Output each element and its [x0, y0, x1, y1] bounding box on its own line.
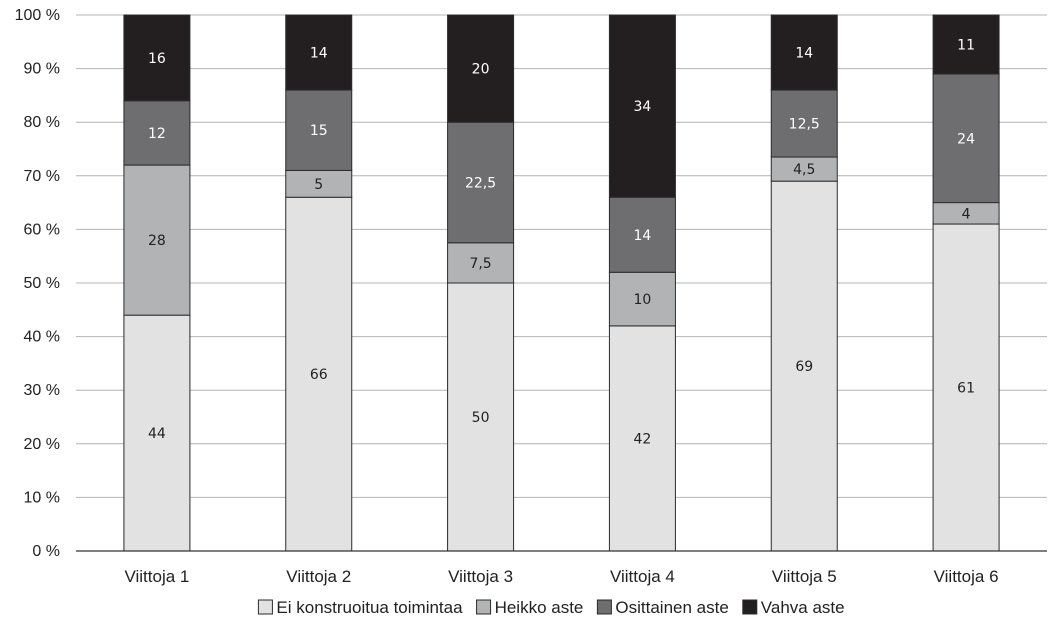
bar-segment-vahva-aste: [932, 14, 1000, 75]
legend-item-osittainen-aste: Osittainen aste: [596, 598, 729, 617]
legend-item-vahva-aste: Vahva aste: [742, 598, 845, 617]
bar-segment-osittainen-aste: [123, 100, 191, 166]
data-label: 22,5: [465, 176, 496, 192]
bar-stack-viittoja-3: 50 7,5 22,5 20: [447, 14, 515, 552]
data-label: 4,5: [793, 162, 815, 178]
x-tick-label: Viittoja 1: [124, 567, 189, 586]
y-tick-label: 50 %: [24, 275, 60, 292]
legend-item-heikko-aste: Heikko aste: [476, 598, 584, 617]
legend-label: Heikko aste: [495, 598, 584, 617]
x-tick-label: Viittoja 2: [286, 567, 351, 586]
data-label: 66: [310, 367, 328, 383]
y-tick-label: 10 %: [24, 489, 60, 506]
y-tick-label: 90 %: [24, 61, 60, 78]
data-label: 14: [795, 46, 813, 62]
y-tick-label: 40 %: [24, 329, 60, 346]
y-tick-label: 100 %: [15, 7, 60, 24]
legend-swatch: [596, 599, 612, 615]
data-label: 14: [310, 46, 328, 62]
gridlines: [76, 14, 1047, 498]
y-tick-label: 80 %: [24, 114, 60, 131]
bar-segment-ei-konstruoitua-toimintaa: [770, 180, 838, 552]
bar-segment-osittainen-aste: [447, 121, 515, 244]
x-axis-tick-labels: Viittoja 1 Viittoja 2 Viittoja 3 Viittoja 4…: [124, 567, 998, 586]
bar-segment-ei-konstruoitua-toimintaa: [447, 282, 515, 552]
y-tick-label: 70 %: [24, 168, 60, 185]
legend-swatch: [476, 599, 492, 615]
data-label: 50: [472, 410, 490, 426]
bar-segment-heikko-aste: [123, 164, 191, 316]
bar-segment-vahva-aste: [608, 14, 676, 198]
x-tick-label: Viittoja 4: [610, 567, 675, 586]
y-tick-label: 20 %: [24, 436, 60, 453]
x-tick-label: Viittoja 3: [448, 567, 513, 586]
bar-segment-osittainen-aste: [608, 196, 676, 273]
data-label: 16: [148, 51, 166, 67]
bar-segment-vahva-aste: [447, 14, 515, 123]
data-label: 61: [957, 381, 975, 397]
bar-segment-ei-konstruoitua-toimintaa: [608, 325, 676, 552]
legend-swatch: [742, 599, 758, 615]
x-tick-label: Viittoja 6: [934, 567, 999, 586]
bar-stack-viittoja-5: 69 4,5 12,5 14: [770, 14, 838, 552]
data-label: 44: [148, 426, 166, 442]
y-tick-label: 0 %: [32, 543, 60, 560]
legend-label: Osittainen aste: [615, 598, 728, 617]
legend: Ei konstruoitua toimintaa Heikko aste Osit…: [257, 598, 845, 617]
bar-stack-viittoja-2: 66 5 15 14: [285, 14, 353, 552]
data-label: 15: [310, 123, 328, 139]
bar-segment-vahva-aste: [285, 14, 353, 91]
data-label: 4: [962, 206, 971, 222]
data-label: 12: [148, 126, 166, 142]
data-label: 14: [634, 228, 652, 244]
bar-segment-osittainen-aste: [932, 73, 1000, 204]
bar-segment-osittainen-aste: [285, 89, 353, 171]
bar-segment-vahva-aste: [770, 14, 838, 91]
y-tick-label: 30 %: [24, 382, 60, 399]
bar-segment-osittainen-aste: [770, 89, 838, 158]
data-label: 24: [957, 131, 975, 147]
bar-segment-vahva-aste: [123, 14, 191, 102]
bar-stack-viittoja-1: 44 28 12 16: [123, 14, 191, 552]
y-axis-tick-labels: 0 % 10 % 20 % 30 % 40 % 50 % 60 % 70 % 80 % 90 % 1…: [15, 7, 60, 560]
data-label: 69: [795, 359, 813, 375]
data-label: 34: [634, 99, 652, 115]
data-label: 11: [957, 37, 975, 53]
y-tick-label: 60 %: [24, 221, 60, 238]
bar-segment-heikko-aste: [285, 169, 353, 198]
bar-stack-viittoja-6: 61 4 24 11: [932, 14, 1000, 552]
data-label: 10: [634, 292, 652, 308]
data-label: 5: [314, 177, 323, 193]
data-label: 28: [148, 233, 166, 249]
bar-stack-viittoja-4: 42 10 14 34: [608, 14, 676, 552]
legend-swatch: [257, 599, 273, 615]
legend-item-ei-konstruoitua-toimintaa: Ei konstruoitua toimintaa: [257, 598, 463, 617]
bars: 44 28 12 16 66 5 15 14 50 7,5 22,5 20 42 10 14 34 69 4,5 1…: [123, 14, 1000, 552]
legend-label: Vahva aste: [761, 598, 845, 617]
bar-segment-heikko-aste: [447, 242, 515, 284]
data-label: 20: [472, 62, 490, 78]
x-tick-label: Viittoja 5: [772, 567, 837, 586]
legend-label: Ei konstruoitua toimintaa: [276, 598, 463, 617]
bar-segment-heikko-aste: [608, 271, 676, 327]
data-label: 12,5: [789, 117, 820, 133]
data-label: 7,5: [469, 256, 491, 272]
data-label: 42: [634, 431, 652, 447]
